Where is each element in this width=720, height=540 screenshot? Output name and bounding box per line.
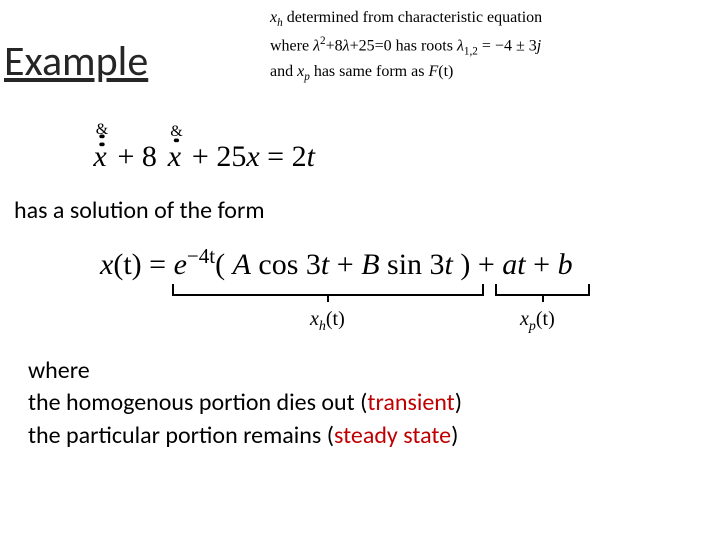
note3-pre: and bbox=[270, 63, 297, 80]
solution-equation: x(t) = e−4t( A cos 3t + B sin 3t ) + at … bbox=[100, 244, 573, 282]
explain-where: where bbox=[28, 355, 462, 387]
label-xh: xh(t) bbox=[310, 308, 345, 335]
explain-transient: the homogenous portion dies out (transie… bbox=[28, 387, 462, 419]
ode-eq: = 2 bbox=[260, 140, 307, 173]
slide-title: Example bbox=[4, 36, 148, 87]
F-arg: (t) bbox=[438, 63, 453, 80]
lambda1: λ bbox=[313, 37, 320, 54]
sol-plus: + bbox=[329, 248, 361, 281]
l3b: steady state bbox=[334, 421, 451, 450]
sol-eq: = bbox=[142, 248, 174, 281]
roots-eq: = −4 ± 3 bbox=[478, 37, 537, 54]
xp-x: x bbox=[520, 308, 529, 330]
sol-cos: cos 3 bbox=[251, 248, 321, 281]
xp-s: p bbox=[529, 319, 536, 334]
sol-t2: t bbox=[445, 248, 453, 281]
sol-t3: t bbox=[517, 248, 525, 281]
sol-open: ( bbox=[215, 248, 233, 281]
note3-mid: has same form as bbox=[310, 63, 429, 80]
xp-a: (t) bbox=[536, 308, 555, 330]
x-dot: & •• x bbox=[164, 140, 184, 174]
ode-equation: & •• •• x + 8 & •• x + 25x = 2t bbox=[90, 140, 315, 174]
sol-sin: sin 3 bbox=[380, 248, 445, 281]
label-xp: xp(t) bbox=[520, 308, 555, 335]
note1-text: determined from characteristic equation bbox=[283, 9, 542, 26]
note2-mid2: +25=0 has roots bbox=[350, 37, 457, 54]
l2a: the homogenous portion dies out ( bbox=[28, 388, 367, 417]
l3c: ) bbox=[451, 421, 458, 450]
bracket-homogeneous bbox=[172, 286, 484, 296]
note-line-2: where λ2+8λ+25=0 has roots λ1,2 = −4 ± 3… bbox=[270, 33, 542, 61]
explain-steady: the particular portion remains (steady s… bbox=[28, 420, 462, 452]
sol-x: x bbox=[100, 248, 113, 281]
sol-A: A bbox=[233, 248, 251, 281]
sol-arg: (t) bbox=[113, 248, 141, 281]
intro-text: has a solution of the form bbox=[14, 196, 265, 225]
sol-B: B bbox=[361, 248, 379, 281]
xh-a: (t) bbox=[326, 308, 345, 330]
xh-s: h bbox=[319, 319, 326, 334]
sol-plus2: + bbox=[470, 248, 502, 281]
note-line-1: xh determined from characteristic equati… bbox=[270, 6, 542, 33]
bracket-particular bbox=[495, 286, 590, 296]
note2-mid1: +8 bbox=[326, 37, 343, 54]
roots-sub: 1,2 bbox=[464, 45, 478, 57]
F-var: F bbox=[428, 63, 438, 80]
sol-close: ) bbox=[453, 248, 471, 281]
sol-exp: −4t bbox=[187, 244, 215, 268]
sol-plus3: + bbox=[526, 248, 558, 281]
lambda2: λ bbox=[343, 37, 350, 54]
top-context-notes: xh determined from characteristic equati… bbox=[270, 6, 542, 87]
l2b: transient bbox=[367, 388, 454, 417]
l2c: ) bbox=[455, 388, 462, 417]
ode-x3: x bbox=[246, 140, 259, 173]
ode-plus2: + 25 bbox=[184, 140, 246, 173]
lambda-roots: λ bbox=[457, 37, 464, 54]
imag-j: j bbox=[537, 37, 541, 54]
l3a: the particular portion remains ( bbox=[28, 421, 334, 450]
sol-t1: t bbox=[321, 248, 329, 281]
ode-t: t bbox=[307, 140, 315, 173]
sol-e: e bbox=[174, 248, 187, 281]
explanation-block: where the homogenous portion dies out (t… bbox=[28, 355, 462, 452]
ode-plus1: + 8 bbox=[110, 140, 157, 173]
sol-b: b bbox=[558, 248, 573, 281]
xh-x: x bbox=[310, 308, 319, 330]
x-ddot: & •• •• x bbox=[90, 140, 110, 174]
note-line-3: and xp has same form as F(t) bbox=[270, 60, 542, 87]
sol-a: a bbox=[502, 248, 517, 281]
note2-pre: where bbox=[270, 37, 313, 54]
